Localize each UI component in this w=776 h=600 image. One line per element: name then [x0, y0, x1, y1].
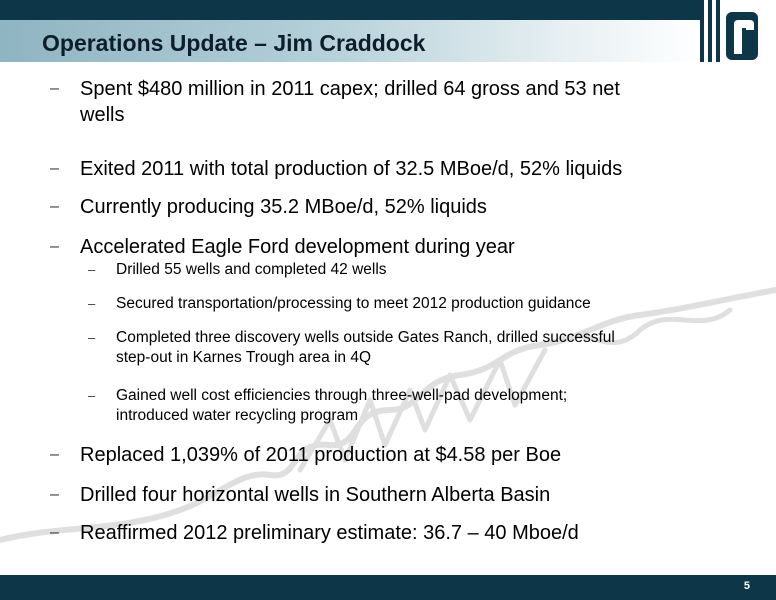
- bullet-text: Currently producing 35.2 MBoe/d, 52% liq…: [80, 194, 487, 220]
- company-logo-r-icon: [700, 0, 776, 68]
- bullet-line: step-out in Karnes Trough area in 4Q: [116, 349, 372, 366]
- bullet-marker: –: [50, 238, 59, 255]
- bullet-marker: –: [50, 446, 59, 463]
- top-bar: [0, 0, 776, 20]
- bullet-line: Currently producing 35.2 MBoe/d, 52% liq…: [80, 196, 487, 218]
- bullet-text: Completed three discovery wells outside …: [116, 328, 615, 368]
- page-number: 5: [743, 580, 750, 592]
- bullet-marker: –: [50, 524, 59, 541]
- bullet-text: Accelerated Eagle Ford development durin…: [80, 234, 515, 260]
- bullet-marker: –: [88, 262, 96, 277]
- slide-title: Operations Update – Jim Craddock: [42, 30, 426, 56]
- logo-stripe: [708, 0, 712, 62]
- bullet-text: Drilled 55 wells and completed 42 wells: [116, 260, 387, 280]
- bullet-line: introduced water recycling program: [116, 407, 359, 424]
- logo-stripe: [716, 0, 720, 62]
- bullet-text: Spent $480 million in 2011 capex; drille…: [80, 76, 620, 128]
- bullet-line: Drilled four horizontal wells in Souther…: [80, 484, 551, 506]
- bullet-marker: –: [50, 160, 59, 177]
- bullet-marker: –: [50, 486, 59, 503]
- bullet-text: Gained well cost efficiencies through th…: [116, 386, 567, 426]
- bullet-marker: –: [88, 388, 96, 403]
- bullet-line: Spent $480 million in 2011 capex; drille…: [80, 78, 620, 100]
- bullet-text: Reaffirmed 2012 preliminary estimate: 36…: [80, 520, 579, 546]
- bullet-line: Completed three discovery wells outside …: [116, 329, 615, 346]
- bullet-line: Drilled 55 wells and completed 42 wells: [116, 261, 387, 278]
- bullet-line: Gained well cost efficiencies through th…: [116, 387, 568, 404]
- bullet-text: Secured transportation/processing to mee…: [116, 294, 591, 314]
- logo-stripe: [700, 0, 704, 62]
- bullet-marker: –: [50, 198, 59, 215]
- bullet-text: Replaced 1,039% of 2011 production at $4…: [80, 442, 561, 468]
- signature-watermark: [0, 287, 776, 543]
- bullet-text: Exited 2011 with total production of 32.…: [80, 156, 622, 182]
- logo-r-mark: [726, 12, 758, 60]
- bullet-line: Secured transportation/processing to mee…: [116, 295, 591, 312]
- bullet-line: Reaffirmed 2012 preliminary estimate: 36…: [80, 522, 579, 544]
- bullet-marker: –: [88, 330, 96, 345]
- bullet-marker: –: [88, 296, 96, 311]
- bottom-bar: [0, 575, 776, 600]
- bullet-line: Accelerated Eagle Ford development durin…: [80, 236, 515, 258]
- bullet-line: Replaced 1,039% of 2011 production at $4…: [80, 444, 562, 466]
- bullet-marker: –: [50, 80, 59, 97]
- bullet-text: Drilled four horizontal wells in Souther…: [80, 482, 550, 508]
- bullet-line: wells: [80, 104, 125, 126]
- title-band: [0, 20, 700, 62]
- bullet-line: Exited 2011 with total production of 32.…: [80, 158, 623, 180]
